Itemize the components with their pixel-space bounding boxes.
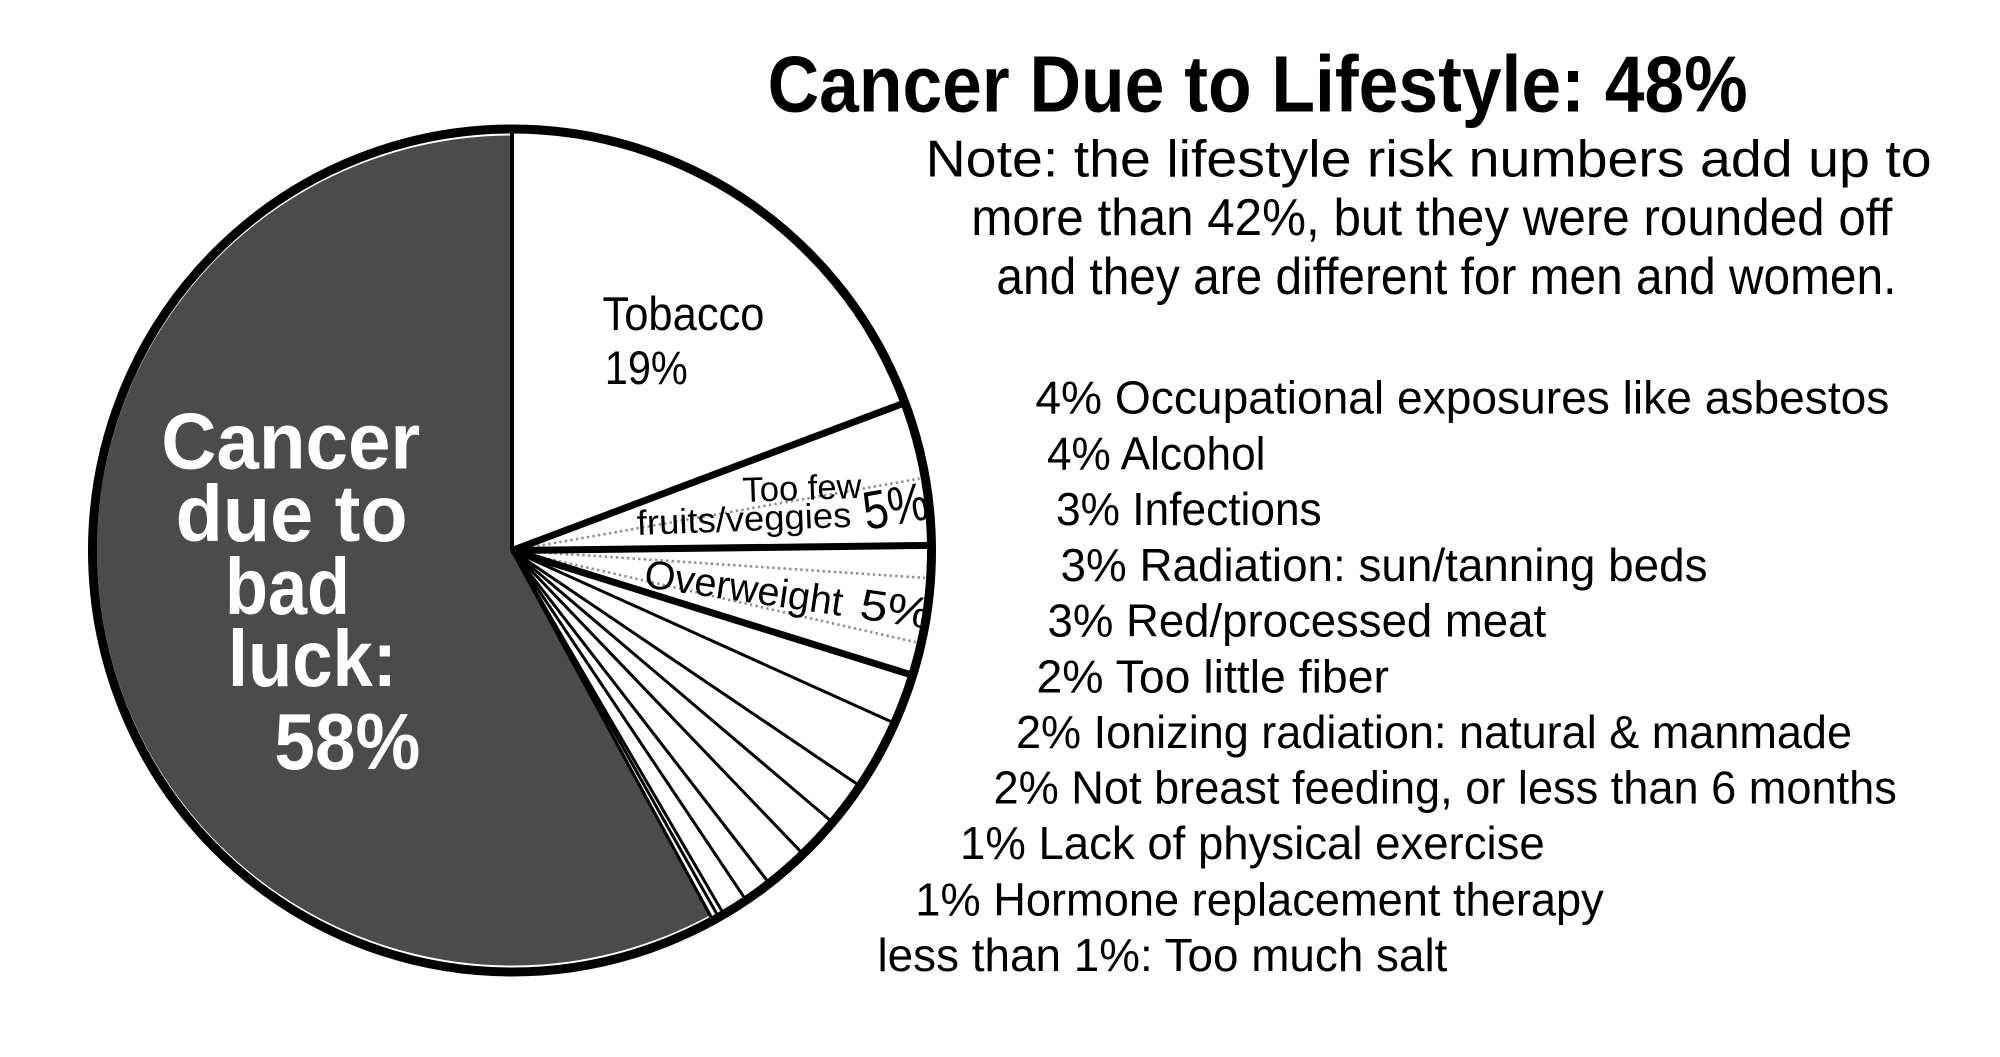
svg-text:Note: the lifestyle risk numbe: Note: the lifestyle risk numbers add up … xyxy=(926,130,1932,188)
svg-text:5%: 5% xyxy=(858,471,932,541)
svg-text:4% Occupational exposures like: 4% Occupational exposures like asbestos xyxy=(1035,372,1889,424)
svg-text:more than 42%, but they were r: more than 42%, but they were rounded off xyxy=(971,189,1893,247)
svg-text:19%: 19% xyxy=(605,341,688,394)
svg-text:due to: due to xyxy=(176,469,408,558)
svg-text:Cancer Due to Lifestyle: 48%: Cancer Due to Lifestyle: 48% xyxy=(768,39,1748,128)
svg-text:luck:: luck: xyxy=(228,614,397,703)
svg-text:2% Too little fiber: 2% Too little fiber xyxy=(1037,650,1390,702)
svg-text:Tobacco: Tobacco xyxy=(603,287,765,340)
svg-text:bad: bad xyxy=(225,542,350,631)
svg-text:5%: 5% xyxy=(857,581,934,639)
svg-text:3% Red/processed meat: 3% Red/processed meat xyxy=(1048,595,1547,647)
svg-text:4% Alcohol: 4% Alcohol xyxy=(1047,427,1266,479)
svg-text:1% Lack of physical exercise: 1% Lack of physical exercise xyxy=(960,817,1545,869)
svg-text:Cancer: Cancer xyxy=(161,397,420,486)
svg-text:1% Hormone replacement therapy: 1% Hormone replacement therapy xyxy=(915,873,1604,925)
svg-text:2% Not breast feeding, or less: 2% Not breast feeding, or less than 6 mo… xyxy=(994,762,1897,814)
svg-text:and they are different for men: and they are different for men and women… xyxy=(996,248,1896,306)
svg-text:2% Ionizing radiation: natural: 2% Ionizing radiation: natural & manmade xyxy=(1016,706,1852,758)
svg-text:3% Radiation: sun/tanning beds: 3% Radiation: sun/tanning beds xyxy=(1061,539,1708,591)
svg-text:less than 1%: Too much salt: less than 1%: Too much salt xyxy=(878,929,1448,981)
svg-text:3% Infections: 3% Infections xyxy=(1056,483,1322,535)
svg-text:Too few: Too few xyxy=(742,467,863,510)
svg-text:fruits/veggies: fruits/veggies xyxy=(636,496,852,543)
svg-text:58%: 58% xyxy=(274,697,420,786)
